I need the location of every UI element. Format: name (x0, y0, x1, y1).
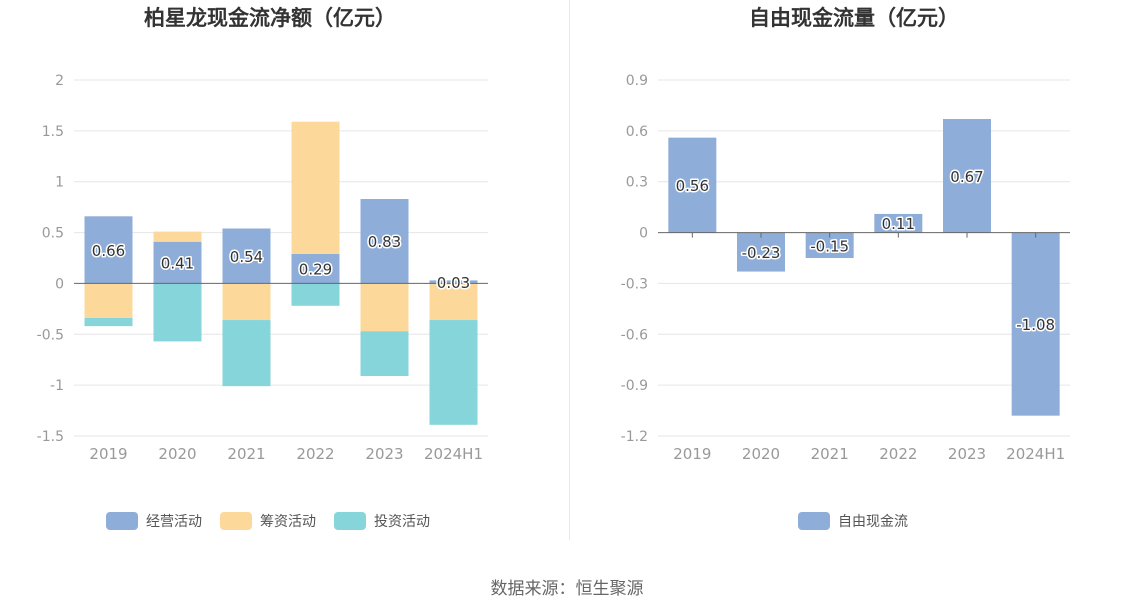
legend-label: 筹资活动 (260, 513, 316, 530)
bar-自由现金流-2022 (874, 213, 923, 233)
x-tick-label: 2022 (296, 445, 334, 463)
bar-自由现金流-2020 (737, 232, 785, 272)
chart-title: 自由现金流量（亿元） (749, 6, 959, 30)
bar-投资活动-2023 (360, 331, 409, 376)
y-tick-label: -1.5 (37, 429, 64, 445)
y-tick-label: -0.9 (621, 378, 648, 394)
y-tick-label: -0.5 (37, 327, 64, 343)
legend-label: 自由现金流 (838, 514, 908, 530)
y-tick-label: 1 (55, 175, 64, 191)
cash-flow-chart: 柏星龙现金流净额（亿元） -1.5 -1 -0.5 0 0.5 1 1.5 2 0.66 0.41 0… (37, 6, 488, 530)
chart-title: 柏星龙现金流净额（亿元） (144, 6, 396, 30)
data-label: -0.23 (742, 244, 781, 262)
data-label: 0.83 (368, 233, 401, 251)
bar-自由现金流-2019 (668, 137, 717, 233)
legend-item: 自由现金流 (798, 512, 908, 530)
bar-经营活动-2023 (360, 199, 409, 284)
x-tick-label: 2020 (742, 445, 780, 463)
bar-自由现金流-2024H1 (1011, 232, 1060, 416)
bar-投资活动-2024H1 (429, 320, 478, 425)
legend-swatch (220, 512, 252, 530)
bar-筹资活动-2019 (84, 283, 133, 319)
x-tick-label: 2024H1 (1006, 445, 1065, 463)
data-label: -1.08 (1016, 316, 1055, 334)
bar-投资活动-2019 (84, 318, 133, 327)
data-label: 0.11 (882, 215, 915, 233)
data-label: 0.67 (950, 168, 983, 186)
x-tick-label: 2022 (879, 445, 917, 463)
legend-item: 经营活动 (106, 512, 202, 530)
y-tick-label: 2 (55, 73, 64, 89)
data-label: 0.66 (92, 242, 125, 260)
chart-divider (569, 0, 570, 540)
bar-筹资活动-2020 (153, 231, 202, 242)
data-label: 0.03 (437, 274, 470, 292)
data-label: 0.54 (230, 248, 263, 266)
x-tick-label: 2019 (673, 445, 711, 463)
bar-筹资活动-2021 (222, 283, 271, 321)
y-tick-label: -1 (50, 378, 64, 394)
x-tick-label: 2023 (948, 445, 986, 463)
y-tick-label: 0 (55, 276, 64, 292)
y-tick-label: 0.5 (42, 226, 64, 242)
bar-投资活动-2020 (153, 283, 202, 342)
y-tick-label: 0.9 (626, 73, 648, 89)
legend-label: 投资活动 (374, 514, 430, 530)
x-tick-label: 2020 (158, 445, 196, 463)
data-source-note: 数据来源：恒生聚源 (490, 579, 644, 599)
x-tick-label: 2023 (365, 445, 403, 463)
legend-swatch (106, 512, 138, 530)
free-cash-flow-chart: 自由现金流量（亿元） -1.2 -0.9 -0.6 -0.3 0 0.3 0.6 0.9 0.56… (621, 6, 1070, 530)
legend-swatch (798, 512, 830, 530)
x-tick-label: 2024H1 (424, 445, 483, 463)
bar-自由现金流-2023 (943, 118, 991, 233)
y-tick-label: -0.6 (621, 327, 648, 343)
data-label: -0.15 (810, 237, 849, 255)
data-label: 0.41 (161, 255, 194, 273)
data-label: 0.56 (676, 177, 709, 195)
legend-swatch (334, 512, 366, 530)
y-tick-label: -1.2 (621, 429, 648, 445)
bar-投资活动-2022 (291, 283, 340, 306)
y-tick-label: 0.3 (626, 175, 648, 191)
bar-经营活动-2024H1 (429, 280, 478, 284)
y-tick-label: 1.5 (42, 124, 64, 140)
y-tick-label: 0.6 (626, 124, 648, 140)
bar-投资活动-2021 (222, 320, 271, 387)
bar-筹资活动-2024H1 (429, 283, 478, 321)
y-tick-label: 0 (639, 226, 648, 242)
bar-经营活动-2019 (84, 216, 133, 284)
bar-经营活动-2021 (222, 228, 271, 284)
y-tick-label: -0.3 (621, 276, 648, 292)
data-label: 0.29 (299, 261, 332, 279)
x-tick-label: 2019 (89, 445, 127, 463)
bar-经营活动-2020 (153, 241, 202, 284)
legend-item: 投资活动 (334, 512, 430, 530)
legend-item: 筹资活动 (220, 512, 316, 530)
x-tick-label: 2021 (811, 445, 849, 463)
bar-经营活动-2022 (291, 253, 340, 284)
x-tick-label: 2021 (227, 445, 265, 463)
bar-筹资活动-2022 (291, 121, 340, 254)
bar-筹资活动-2023 (360, 283, 409, 332)
legend-label: 经营活动 (146, 514, 202, 530)
